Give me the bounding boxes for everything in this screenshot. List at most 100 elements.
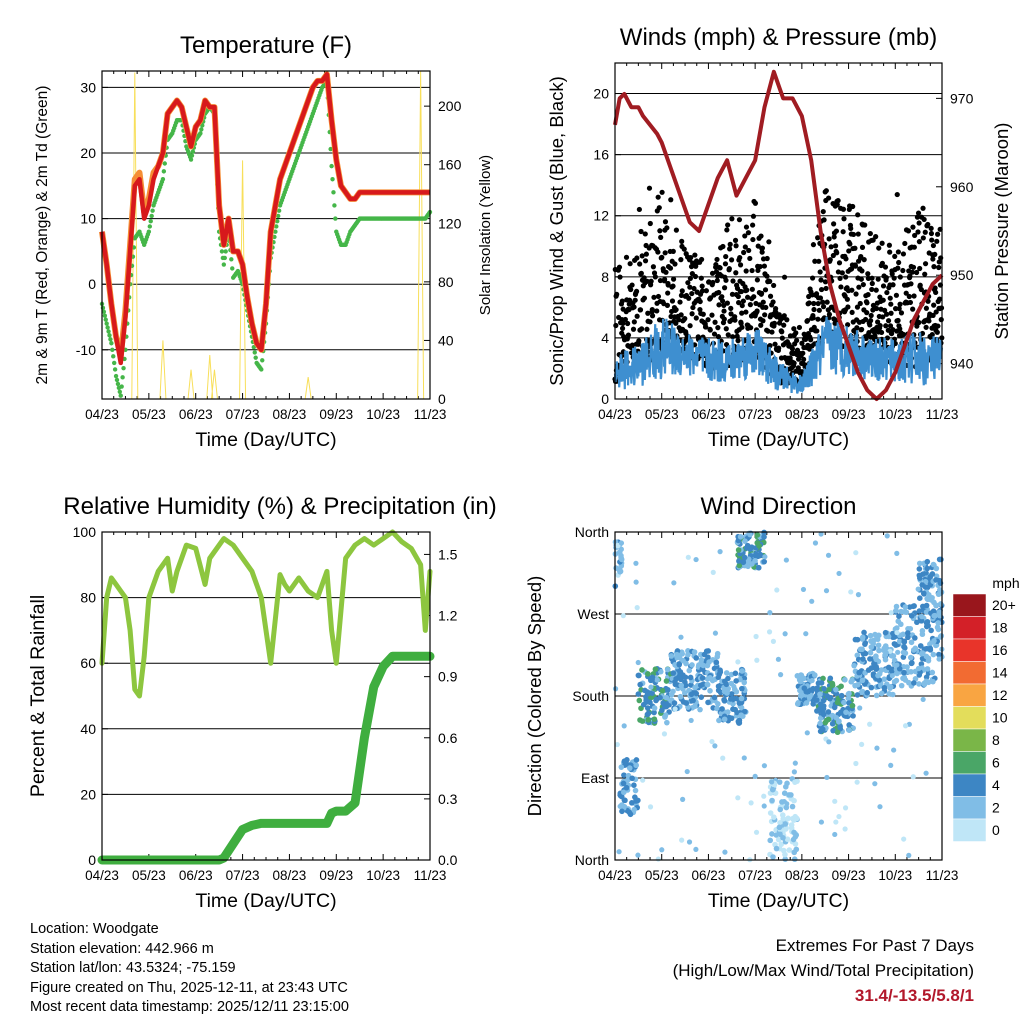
dewpoint-point [121, 365, 126, 371]
direction-point [687, 674, 694, 681]
direction-point [936, 651, 942, 658]
extremes-title: Extremes For Past 7 Days [775, 936, 974, 955]
direction-point [742, 538, 748, 544]
direction-point [785, 815, 791, 822]
direction-point [637, 681, 643, 688]
winds-xtick-label: 11/23 [926, 407, 959, 422]
direction-point [824, 774, 830, 781]
direction-point [916, 566, 923, 572]
gust-point [735, 338, 741, 344]
gust-point [735, 293, 741, 300]
gust-point [639, 253, 645, 259]
gust-point [662, 276, 668, 282]
gust-point [636, 206, 642, 213]
direction-point [767, 610, 773, 616]
direction-point [618, 556, 625, 563]
gust-point [900, 251, 907, 257]
gust-point [784, 317, 790, 323]
gust-point [791, 326, 797, 332]
direction-point [821, 685, 827, 692]
gust-point [880, 297, 886, 303]
direction-point [719, 706, 725, 712]
gust-point [907, 299, 914, 306]
gust-point [619, 325, 626, 331]
direction-point [893, 607, 899, 614]
dewpoint-point [275, 213, 281, 219]
direction-point [739, 668, 745, 674]
dewpoint-point [117, 389, 123, 394]
direction-point [682, 679, 688, 686]
dewpoint-point [112, 367, 118, 372]
direction-point [617, 803, 623, 809]
direction-point [911, 603, 917, 609]
dir-xtick-label: 10/23 [878, 868, 912, 883]
rh-xtick-label: 04/23 [85, 868, 119, 883]
gust-point [938, 317, 944, 323]
direction-point [647, 804, 654, 810]
direction-point [736, 562, 743, 569]
direction-point [766, 629, 773, 635]
direction-point [925, 655, 932, 662]
direction-point [659, 707, 665, 714]
dewpoint-point [259, 367, 264, 372]
gust-point [905, 228, 912, 234]
direction-point [671, 700, 678, 706]
direction-point [678, 634, 684, 640]
temp-y2tick-label: 120 [438, 215, 462, 231]
gust-point [865, 271, 871, 277]
dewpoint-point [276, 208, 282, 213]
direction-point [620, 789, 627, 796]
direction-point [753, 633, 759, 640]
gust-point [754, 308, 760, 314]
legend-swatch [952, 751, 987, 775]
direction-point [698, 694, 705, 700]
direction-point [835, 718, 842, 725]
gust-point [880, 283, 887, 289]
direction-point [690, 697, 696, 704]
direction-point [855, 592, 862, 598]
direction-point [769, 779, 775, 785]
direction-point [921, 680, 928, 687]
direction-point [649, 690, 655, 696]
direction-point [691, 649, 698, 655]
direction-point [884, 533, 890, 539]
gust-point [932, 251, 938, 258]
direction-point [804, 730, 810, 736]
gust-point [901, 331, 907, 338]
gust-point [844, 296, 850, 302]
direction-point [928, 627, 934, 634]
direction-point [853, 550, 859, 556]
gust-point [758, 322, 764, 328]
gust-point [699, 256, 705, 263]
direction-point [920, 696, 926, 703]
temp-frame [101, 70, 431, 400]
direction-point [918, 650, 925, 657]
direction-point [762, 554, 768, 560]
temp-y2tick-label: 0 [438, 391, 446, 407]
gust-point [843, 274, 849, 280]
gust-point [845, 322, 851, 328]
gust-point [815, 235, 821, 241]
gust-point [911, 244, 917, 250]
gust-point [639, 326, 645, 332]
winds-xtick-label: 05/23 [645, 407, 679, 422]
gust-point [896, 305, 902, 312]
gust-point [682, 315, 688, 322]
gust-point [743, 268, 749, 274]
gust-point [813, 291, 820, 297]
dir-ytick-label: West [577, 606, 609, 622]
winds-xtick-label: 10/23 [878, 407, 912, 422]
direction-point [865, 667, 872, 673]
gust-point [902, 240, 908, 247]
gust-point [834, 250, 840, 256]
direction-point [832, 831, 838, 838]
gust-point [627, 261, 633, 267]
direction-point [654, 677, 660, 683]
sonic-wind-line [613, 316, 944, 394]
gust-point [925, 221, 931, 228]
gust-point [720, 298, 726, 304]
gust-point [728, 311, 734, 317]
direction-point [861, 629, 867, 636]
direction-point [699, 675, 706, 681]
gust-point [716, 289, 722, 296]
